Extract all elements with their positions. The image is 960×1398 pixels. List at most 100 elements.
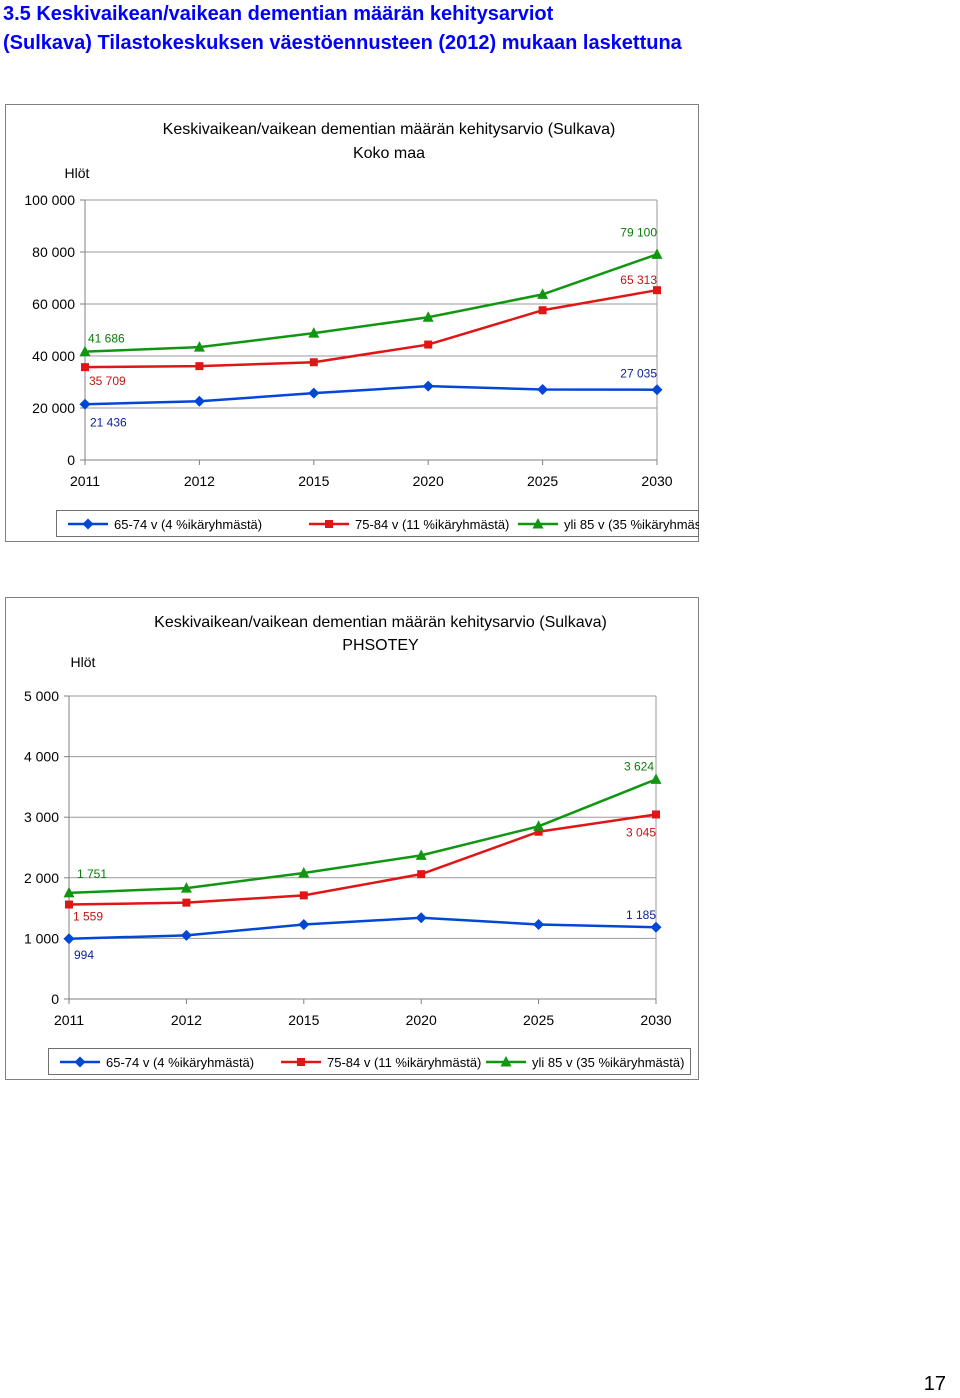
data-point-series-1 <box>63 933 75 945</box>
data-label: 41 686 <box>88 332 125 346</box>
chart-subtitle: Koko maa <box>353 145 425 162</box>
data-point-series-2 <box>538 306 547 315</box>
x-tick-label: 2011 <box>54 1012 84 1028</box>
legend-entry-label: 65-74 v (4 %ikäryhmästä) <box>106 1055 254 1070</box>
data-point-series-2 <box>417 870 426 879</box>
data-point-series-1 <box>308 387 320 399</box>
document-heading: 3.5 Keskivaikean/vaikean dementian määrä… <box>3 0 682 58</box>
chart-koko-maa: Keskivaikean/vaikean dementian määrän ke… <box>5 104 699 542</box>
chart-frame <box>5 597 699 1080</box>
page-number: 17 <box>923 1373 946 1395</box>
chart-phsotey: Keskivaikean/vaikean dementian määrän ke… <box>5 597 699 1080</box>
data-label: 1 559 <box>73 910 103 924</box>
x-tick-label: 2020 <box>406 1012 437 1028</box>
series-line-2 <box>68 813 657 906</box>
data-label: 3 624 <box>624 759 654 773</box>
legend-swatch-marker <box>74 1056 86 1068</box>
data-point-series-2 <box>653 286 661 295</box>
y-tick-label: 60 000 <box>32 296 75 312</box>
data-label: 65 313 <box>620 273 657 287</box>
data-point-series-3 <box>537 288 549 299</box>
heading-line-1: 3.5 Keskivaikean/vaikean dementian määrä… <box>3 3 554 25</box>
x-tick-label: 2012 <box>184 473 215 489</box>
legend-entry-label: yli 85 v (35 %ikäryhmästä) <box>564 517 699 532</box>
x-tick-label: 2025 <box>527 473 558 489</box>
data-point-series-3 <box>298 866 310 878</box>
data-point-series-1 <box>533 918 545 930</box>
legend-swatch-marker <box>500 1056 512 1067</box>
series-line-2 <box>84 288 658 369</box>
data-point-series-3 <box>193 341 205 352</box>
data-label: 27 035 <box>620 367 657 381</box>
data-point-series-2 <box>652 810 660 819</box>
legend-entry-label: 65-74 v (4 %ikäryhmästä) <box>114 517 262 532</box>
data-point-series-3 <box>533 820 545 831</box>
x-tick-label: 2012 <box>171 1012 202 1028</box>
data-point-series-2 <box>299 891 308 900</box>
y-tick-label: 1 000 <box>24 930 59 946</box>
legend-box <box>48 1048 691 1075</box>
x-tick-label: 2015 <box>298 473 329 489</box>
legend-swatch-marker <box>82 518 94 530</box>
data-point-series-2 <box>309 358 318 367</box>
data-point-series-1 <box>415 912 427 924</box>
legend-entry-label: 75-84 v (11 %ikäryhmästä) <box>327 1055 481 1070</box>
data-point-series-1 <box>180 929 192 941</box>
series-line-3 <box>84 253 658 353</box>
data-point-series-3 <box>415 849 427 860</box>
data-point-series-1 <box>298 918 310 930</box>
legend-box <box>56 510 699 537</box>
y-tick-label: 3 000 <box>24 809 59 825</box>
data-point-series-3 <box>79 345 91 357</box>
x-tick-label: 2030 <box>641 473 672 489</box>
y-axis-label: Hlöt <box>65 165 90 181</box>
y-tick-label: 100 000 <box>24 192 75 208</box>
data-point-series-3 <box>308 327 320 338</box>
x-tick-label: 2020 <box>413 473 444 489</box>
data-point-series-3 <box>63 886 75 898</box>
chart-subtitle: PHSOTEY <box>342 637 419 654</box>
data-point-series-2 <box>65 900 73 909</box>
legend-swatch-marker <box>297 1058 305 1066</box>
data-point-series-3 <box>180 882 192 893</box>
legend-swatch-marker <box>325 520 333 528</box>
y-tick-label: 20 000 <box>32 400 75 416</box>
data-point-series-1 <box>650 921 662 933</box>
data-point-series-1 <box>651 384 663 396</box>
series-line-1 <box>68 916 657 941</box>
data-label: 79 100 <box>620 225 657 239</box>
data-label: 21 436 <box>90 415 127 429</box>
data-label: 994 <box>74 948 94 962</box>
series-line-3 <box>68 778 657 895</box>
chart-koko-maa-svg: Keskivaikean/vaikean dementian määrän ke… <box>5 104 699 542</box>
x-tick-label: 2011 <box>70 473 100 489</box>
data-label: 1 751 <box>77 867 107 881</box>
data-point-series-1 <box>537 384 549 396</box>
x-tick-label: 2030 <box>640 1012 671 1028</box>
chart-title: Keskivaikean/vaikean dementian määrän ke… <box>154 614 607 631</box>
chart-title: Keskivaikean/vaikean dementian määrän ke… <box>163 121 616 138</box>
data-label: 1 185 <box>626 908 656 922</box>
data-point-series-1 <box>193 395 205 407</box>
chart-frame <box>5 104 699 542</box>
chart-phsotey-svg: Keskivaikean/vaikean dementian määrän ke… <box>5 597 699 1080</box>
y-tick-label: 5 000 <box>24 688 59 704</box>
data-point-series-2 <box>195 362 204 371</box>
x-tick-label: 2025 <box>523 1012 554 1028</box>
y-tick-label: 0 <box>51 991 59 1007</box>
legend-entry-label: 75-84 v (11 %ikäryhmästä) <box>355 517 509 532</box>
heading-line-2: (Sulkava) Tilastokeskuksen väestöennuste… <box>3 32 682 54</box>
data-point-series-1 <box>79 398 91 410</box>
data-point-series-3 <box>650 773 662 784</box>
data-point-series-2 <box>81 363 89 372</box>
data-point-series-2 <box>182 898 191 907</box>
data-point-series-3 <box>651 248 663 259</box>
data-point-series-2 <box>424 340 433 349</box>
legend-entry-label: yli 85 v (35 %ikäryhmästä) <box>532 1055 684 1070</box>
y-tick-label: 0 <box>67 452 75 468</box>
data-point-series-3 <box>422 311 434 322</box>
y-tick-label: 2 000 <box>24 870 59 886</box>
data-point-series-1 <box>422 380 434 392</box>
data-point-series-2 <box>534 827 543 836</box>
y-axis-label: Hlöt <box>71 654 96 670</box>
